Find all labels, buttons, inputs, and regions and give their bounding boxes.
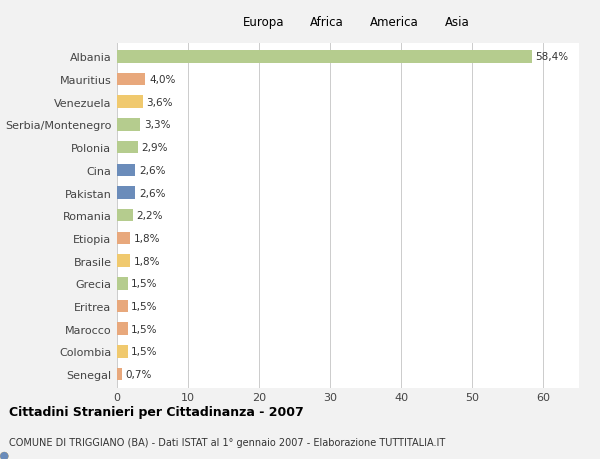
Bar (117, 255, 130, 267)
Text: 58,4%: 58,4% (536, 52, 569, 62)
Text: 1,5%: 1,5% (131, 324, 158, 334)
Text: 2,2%: 2,2% (136, 211, 163, 221)
Text: 0,7%: 0,7% (125, 369, 152, 379)
Text: 1,8%: 1,8% (133, 256, 160, 266)
Bar (117, 323, 128, 335)
Text: 1,5%: 1,5% (131, 279, 158, 289)
Text: 1,5%: 1,5% (131, 347, 158, 357)
Bar (117, 232, 130, 245)
Text: 1,5%: 1,5% (131, 301, 158, 311)
Text: Cittadini Stranieri per Cittadinanza - 2007: Cittadini Stranieri per Cittadinanza - 2… (9, 405, 304, 419)
Bar (117, 345, 128, 358)
Bar (117, 51, 532, 63)
Text: 2,9%: 2,9% (141, 143, 167, 153)
Bar (117, 368, 122, 381)
Bar (117, 164, 136, 177)
Bar (117, 119, 140, 131)
Text: COMUNE DI TRIGGIANO (BA) - Dati ISTAT al 1° gennaio 2007 - Elaborazione TUTTITAL: COMUNE DI TRIGGIANO (BA) - Dati ISTAT al… (9, 437, 445, 447)
Text: 1,8%: 1,8% (133, 233, 160, 243)
Text: 2,6%: 2,6% (139, 165, 166, 175)
Bar (117, 300, 128, 313)
Text: 4,0%: 4,0% (149, 75, 175, 85)
Text: 3,3%: 3,3% (144, 120, 170, 130)
Text: 2,6%: 2,6% (139, 188, 166, 198)
Text: 3,6%: 3,6% (146, 97, 173, 107)
Bar (117, 141, 137, 154)
Bar (117, 96, 143, 109)
Bar (117, 277, 128, 290)
Bar (117, 187, 136, 199)
Legend: Europa, Africa, America, Asia: Europa, Africa, America, Asia (224, 13, 472, 31)
Bar (117, 209, 133, 222)
Bar (117, 73, 145, 86)
